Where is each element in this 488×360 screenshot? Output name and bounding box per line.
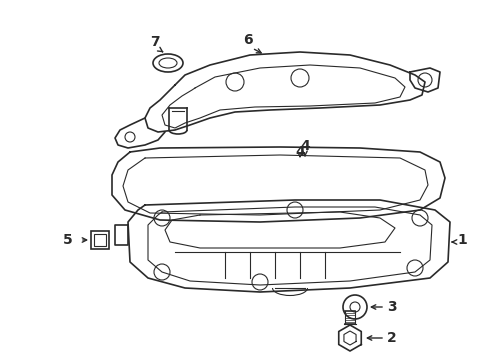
Bar [94, 234, 106, 246]
Text: 7: 7 [150, 35, 160, 49]
Text: 2: 2 [386, 331, 396, 345]
Bar [91, 231, 109, 249]
Text: 1: 1 [456, 233, 466, 247]
Text: 6: 6 [243, 33, 252, 47]
Text: 5: 5 [63, 233, 73, 247]
Text: 3: 3 [386, 300, 396, 314]
Text: 4: 4 [300, 139, 309, 153]
Text: 4: 4 [295, 145, 304, 159]
